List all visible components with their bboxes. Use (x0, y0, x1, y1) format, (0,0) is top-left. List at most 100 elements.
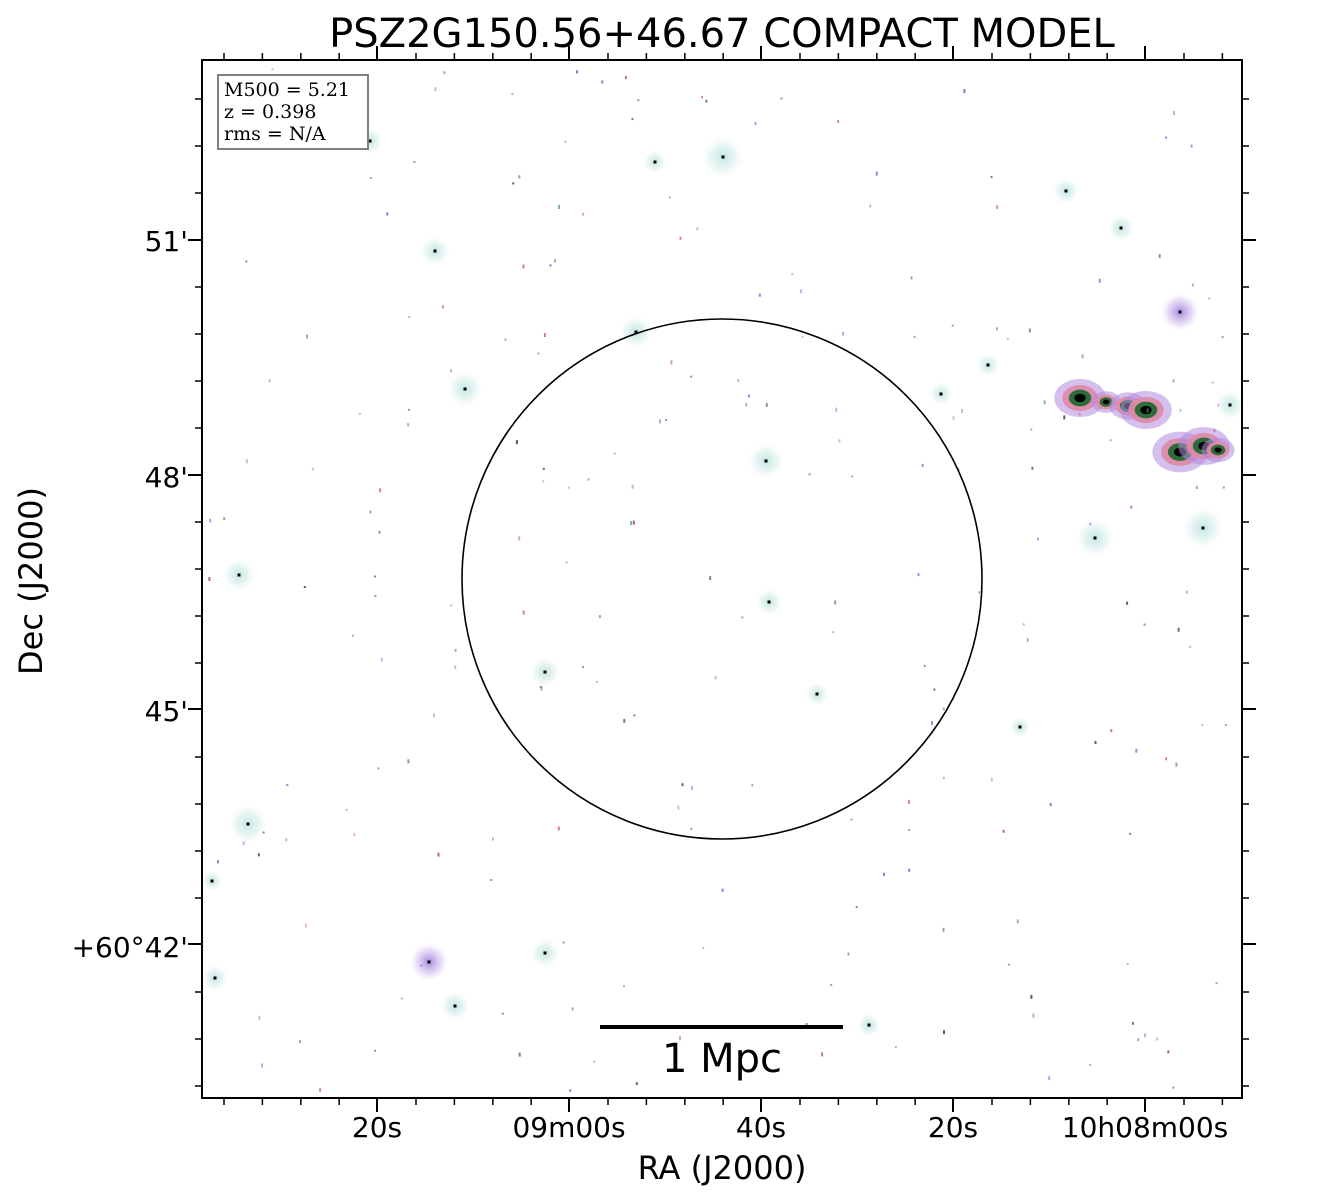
noise-pixel (379, 488, 382, 493)
source-core (721, 155, 725, 159)
source-core (463, 387, 467, 391)
source-core (764, 459, 768, 463)
noise-pixel (908, 829, 911, 832)
noise-pixel (433, 713, 435, 718)
noise-pixel (690, 375, 693, 378)
noise-pixel (1158, 254, 1161, 259)
noise-pixel (1156, 1037, 1159, 1041)
noise-pixel (413, 161, 416, 164)
noise-pixel (758, 293, 761, 297)
noise-pixel (518, 175, 521, 179)
noise-pixel (910, 276, 913, 280)
noise-pixel (1222, 486, 1225, 489)
noise-pixel (558, 204, 560, 209)
noise-pixel (996, 205, 999, 210)
x-axis-label: RA (J2000) (638, 1149, 807, 1187)
noise-pixel (581, 666, 584, 668)
noise-layer (208, 68, 1227, 1092)
source-core (1018, 725, 1022, 729)
noise-pixel (1143, 623, 1146, 626)
noise-pixel (374, 575, 376, 578)
noise-pixel (450, 369, 452, 373)
noise-pixel (378, 530, 381, 534)
info-rms: rms = N/A (224, 123, 326, 145)
noise-pixel (701, 96, 703, 99)
noise-pixel (569, 1089, 572, 1092)
noise-pixel (1002, 829, 1005, 833)
noise-pixel (518, 1052, 521, 1057)
source-core (1093, 536, 1097, 540)
noise-pixel (595, 680, 598, 683)
noise-pixel (208, 577, 211, 581)
noise-pixel (670, 360, 673, 365)
noise-pixel (696, 227, 699, 231)
noise-pixel (869, 204, 872, 208)
noise-pixel (554, 259, 556, 263)
source-core (246, 822, 250, 826)
noise-pixel (1217, 403, 1220, 407)
noise-pixel (490, 879, 493, 881)
noise-pixel (408, 316, 411, 319)
noise-pixel (1032, 1013, 1035, 1018)
noise-pixel (1137, 1038, 1140, 1042)
source-core (368, 139, 372, 143)
noise-pixel (504, 338, 507, 341)
noise-pixel (386, 212, 389, 216)
source-core (1178, 310, 1182, 314)
noise-pixel (245, 260, 248, 263)
source-core (1201, 526, 1205, 530)
noise-pixel (805, 1023, 808, 1025)
noise-pixel (1129, 832, 1132, 835)
noise-pixel (847, 952, 850, 956)
noise-pixel (780, 97, 783, 100)
noise-pixel (1213, 429, 1216, 433)
noise-pixel (834, 600, 837, 605)
noise-pixel (437, 852, 440, 857)
noise-pixel (613, 452, 616, 455)
noise-pixel (542, 480, 545, 483)
source-core (453, 1004, 457, 1008)
noise-pixel (434, 87, 437, 92)
noise-pixel (454, 665, 457, 670)
noise-pixel (1094, 741, 1097, 744)
noise-pixel (709, 576, 712, 581)
noise-pixel (565, 561, 568, 564)
noise-pixel (942, 707, 945, 711)
noise-pixel (665, 419, 668, 421)
noise-pixel (908, 868, 911, 872)
noise-pixel (511, 93, 514, 95)
noise-pixel (374, 594, 377, 597)
info-box: M500 = 5.21 z = 0.398 rms = N/A (217, 74, 369, 150)
noise-pixel (1063, 415, 1066, 420)
noise-pixel (894, 1046, 897, 1049)
noise-pixel (624, 76, 627, 80)
noise-pixel (598, 615, 601, 619)
noise-pixel (681, 783, 684, 787)
noise-pixel (1048, 1076, 1051, 1081)
noise-pixel (1177, 627, 1180, 632)
noise-pixel (304, 923, 307, 928)
noise-pixel (1026, 638, 1029, 642)
noise-pixel (443, 71, 446, 75)
noise-pixel (223, 517, 226, 520)
noise-pixel (1078, 412, 1081, 416)
noise-pixel (751, 784, 754, 787)
source-core (986, 363, 990, 367)
noise-pixel (835, 407, 838, 412)
noise-pixel (593, 1060, 596, 1063)
noise-pixel (245, 459, 248, 464)
noise-pixel (1135, 748, 1138, 753)
noise-pixel (808, 473, 811, 476)
noise-pixel (407, 423, 410, 427)
noise-pixel (933, 688, 936, 691)
noise-pixel (1165, 757, 1168, 761)
noise-pixel (741, 616, 744, 619)
noise-pixel (1030, 994, 1033, 999)
source-core (815, 692, 819, 696)
y-tick-label: 51' (145, 225, 188, 258)
x-tick-label: 20s (352, 1111, 402, 1144)
noise-pixel (754, 121, 757, 125)
noise-pixel (209, 518, 212, 523)
noise-pixel (748, 394, 750, 398)
noise-pixel (407, 408, 410, 411)
